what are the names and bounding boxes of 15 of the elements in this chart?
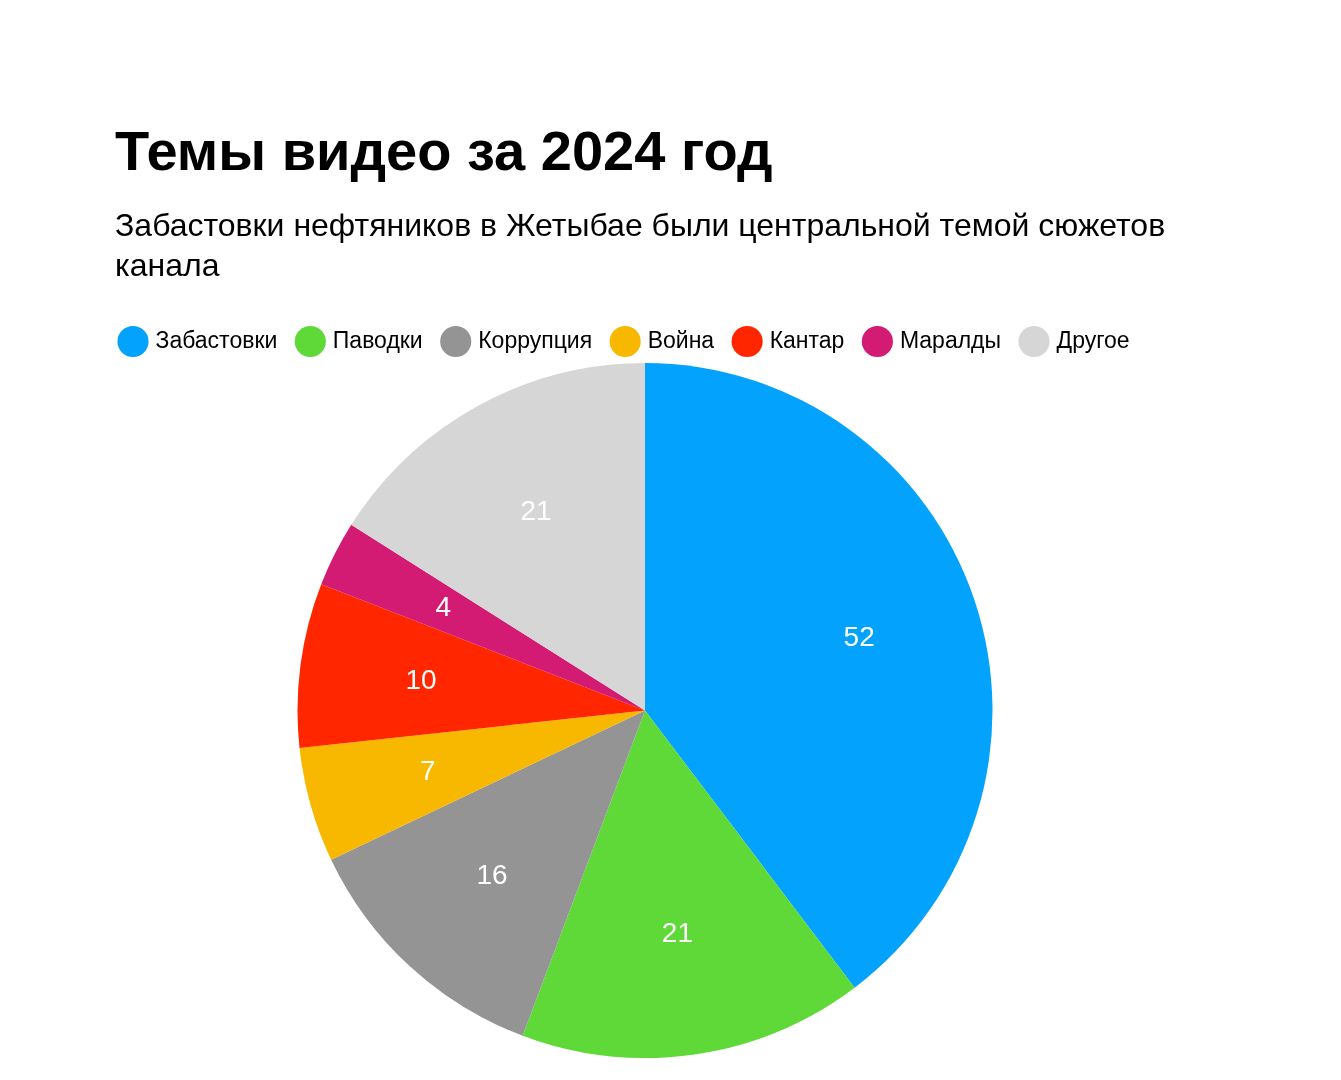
legend-label: Коррупция xyxy=(478,326,593,353)
data-label: 52 xyxy=(843,621,875,653)
chart-subtitle: Забастовки нефтяников в Жетыбае были центральной темой сюжетов канала xyxy=(115,206,1167,285)
data-label: 21 xyxy=(661,916,693,948)
data-label: 4 xyxy=(435,591,452,623)
data-label: 7 xyxy=(419,754,436,786)
legend-label: Паводки xyxy=(332,326,423,353)
data-label: 16 xyxy=(476,859,508,891)
data-label: 10 xyxy=(405,663,437,695)
legend-label: Война xyxy=(647,326,715,353)
legend-label: Кантар xyxy=(769,326,845,353)
legend-label: Забастовки xyxy=(155,326,278,353)
chart-title: Темы видео за 2024 год xyxy=(115,118,773,183)
legend-label: Другое xyxy=(1056,326,1130,353)
legend-label: Маралды xyxy=(899,326,1002,353)
